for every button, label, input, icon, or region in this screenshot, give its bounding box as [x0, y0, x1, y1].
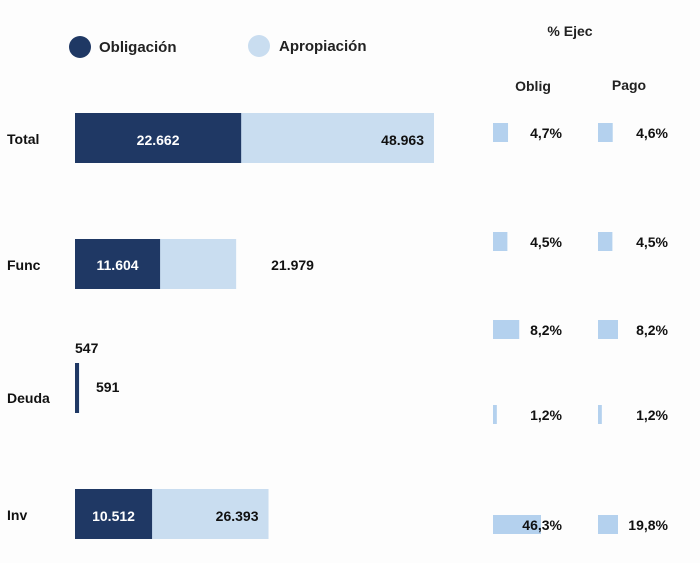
pct-label-pago-4: 19,8% [628, 517, 668, 533]
category-label-total: Total [7, 131, 39, 147]
pct-label-oblig-0: 4,7% [530, 125, 562, 141]
pct-bar-pago-4 [598, 515, 618, 534]
pct-label-oblig-3: 1,2% [530, 407, 562, 423]
pct-bar-oblig-2 [493, 320, 520, 339]
pct-bar-oblig-4 [493, 515, 541, 534]
pct-bar-oblig-3 [493, 405, 497, 424]
legend-obligacion-marker [69, 36, 91, 58]
label-obligacion-func: 11.604 [97, 257, 139, 273]
legend-obligacion-label: Obligación [99, 39, 177, 56]
label-obligacion-deuda: 547 [75, 340, 99, 356]
execution-title: % Ejec [547, 23, 592, 39]
legend-apropiacion-marker [248, 35, 270, 57]
legend-apropiacion-label: Apropiación [279, 38, 367, 55]
pct-label-pago-3: 1,2% [636, 407, 668, 423]
label-obligacion-inv: 10.512 [92, 508, 135, 524]
label-obligacion-total: 22.662 [137, 132, 180, 148]
execution-col-pago: Pago [612, 77, 646, 93]
label-apropiacion-inv: 26.393 [216, 508, 259, 524]
category-label-deuda: Deuda [7, 390, 50, 406]
pct-label-pago-1: 4,5% [636, 234, 668, 250]
label-apropiacion-deuda: 591 [96, 379, 120, 395]
pct-label-oblig-2: 8,2% [530, 322, 562, 338]
category-label-inv: Inv [7, 507, 27, 523]
bar-obligacion-inv [75, 489, 153, 539]
pct-bar-oblig-0 [493, 123, 509, 142]
category-label-func: Func [7, 257, 41, 273]
pct-label-pago-2: 8,2% [636, 322, 668, 338]
pct-bar-pago-0 [598, 123, 613, 142]
legend: Obligación Apropiación [69, 35, 367, 58]
execution-col-oblig: Oblig [515, 78, 551, 94]
pct-bar-pago-1 [598, 232, 613, 251]
pct-label-pago-0: 4,6% [636, 125, 668, 141]
label-apropiacion-total: 48.963 [381, 132, 424, 148]
pct-label-oblig-1: 4,5% [530, 234, 562, 250]
pct-label-oblig-4: 46,3% [522, 517, 562, 533]
bar-obligacion-total [75, 113, 242, 163]
pct-bar-oblig-1 [493, 232, 508, 251]
label-apropiacion-func: 21.979 [271, 257, 314, 273]
bar-obligacion-func [75, 239, 161, 289]
pct-bar-pago-2 [598, 320, 618, 339]
pct-bar-pago-3 [598, 405, 602, 424]
bar-obligacion-deuda [75, 363, 80, 413]
